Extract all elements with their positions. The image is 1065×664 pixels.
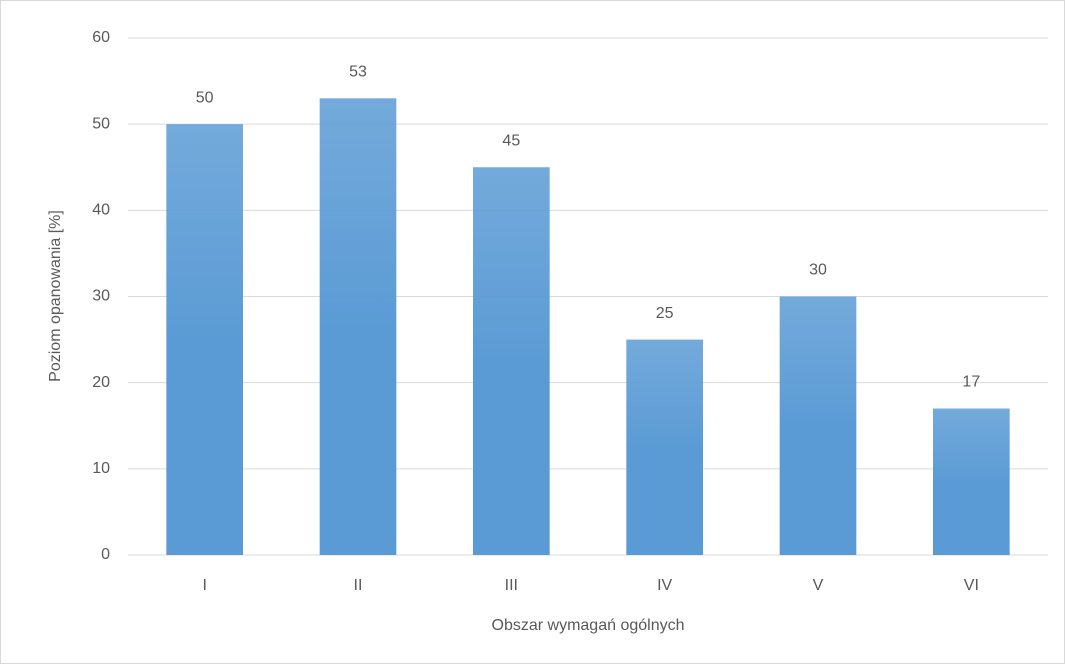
value-label: 50 bbox=[196, 89, 214, 106]
bar bbox=[779, 296, 857, 555]
bar bbox=[166, 124, 243, 556]
value-label: 45 bbox=[502, 132, 520, 149]
value-label: 30 bbox=[809, 262, 827, 279]
y-tick-label: 30 bbox=[92, 288, 110, 305]
bar bbox=[319, 98, 397, 556]
x-tick-label: II bbox=[354, 577, 363, 594]
y-tick-label: 40 bbox=[92, 202, 110, 219]
x-tick-label: V bbox=[813, 577, 824, 594]
value-label: 25 bbox=[656, 305, 674, 322]
x-tick-label: VI bbox=[964, 577, 979, 594]
y-tick-label: 60 bbox=[92, 29, 110, 46]
y-tick-label: 20 bbox=[92, 374, 110, 391]
x-tick-label: III bbox=[505, 577, 518, 594]
x-tick-label: I bbox=[202, 577, 206, 594]
bar bbox=[473, 167, 550, 555]
bar bbox=[933, 408, 1010, 555]
bar bbox=[626, 339, 703, 555]
value-label: 53 bbox=[349, 64, 367, 81]
y-tick-label: 50 bbox=[92, 115, 110, 132]
value-label: 17 bbox=[962, 374, 980, 391]
x-tick-label: IV bbox=[657, 577, 672, 594]
y-axis-label: Poziom opanowania [%] bbox=[47, 210, 64, 382]
y-tick-label: 0 bbox=[101, 546, 110, 563]
y-tick-label: 10 bbox=[92, 460, 110, 477]
x-axis-label: Obszar wymagań ogólnych bbox=[492, 617, 685, 634]
